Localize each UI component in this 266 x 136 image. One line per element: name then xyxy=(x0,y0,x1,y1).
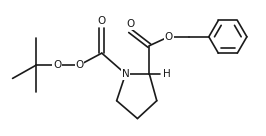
Text: H: H xyxy=(163,69,171,79)
Text: O: O xyxy=(53,60,61,70)
Text: O: O xyxy=(75,60,84,70)
Text: O: O xyxy=(126,19,134,29)
Text: O: O xyxy=(165,32,173,42)
Text: N: N xyxy=(122,69,130,79)
Text: O: O xyxy=(98,16,106,26)
